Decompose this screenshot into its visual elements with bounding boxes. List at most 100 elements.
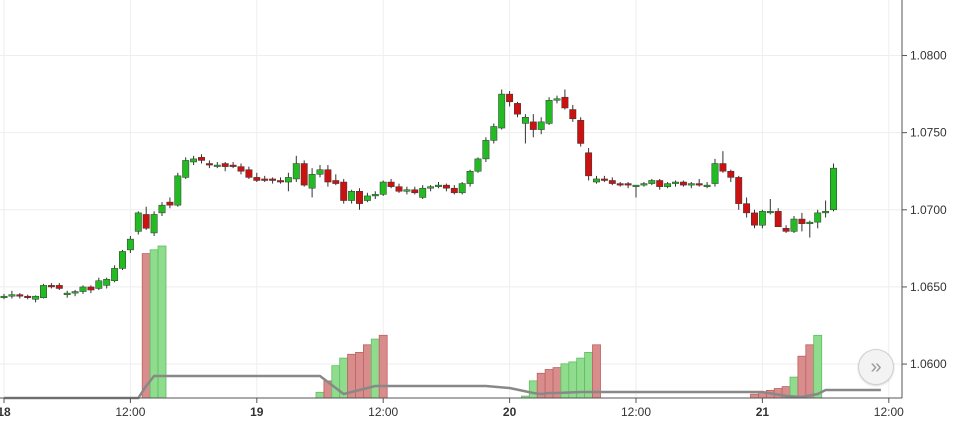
candle-body [40,285,47,298]
candle-body [482,140,490,160]
candle-body [387,181,395,187]
time-tick-label: 19 [250,405,264,419]
candle-body [47,285,55,288]
price-tick-label: 1.0650 [910,280,947,294]
candle-body [395,186,403,192]
candle-body [0,295,8,298]
candle-body [727,170,735,178]
time-tick-label: 20 [503,405,517,419]
candle-body [600,178,608,181]
candle-body [237,166,245,172]
candle-body [205,163,213,166]
candle-body [442,184,450,189]
volume-bar [378,334,388,399]
double-chevron-right-icon: » [870,356,882,378]
candle-body [277,180,284,183]
volume-line [4,374,881,400]
candle-body [664,183,672,187]
candle-body [561,96,569,109]
candle-body [640,183,648,186]
candle-body [348,191,356,201]
candle-body [63,292,71,295]
candle-body [134,212,142,232]
volume-bar [528,380,538,399]
candle-body [577,120,585,144]
candle-body [695,183,703,186]
candle-body [300,163,308,186]
candle-body [324,169,332,183]
candle-body [419,187,427,198]
price-tick-label: 1.0800 [910,49,947,63]
candle-body [427,186,435,189]
candle-body [569,109,577,120]
volume-bar [370,338,380,399]
candle-body [229,164,237,167]
candle-body [308,174,316,189]
candle-body [55,285,63,289]
candle-body [703,184,711,187]
candle-body [190,158,198,163]
candles [0,89,837,303]
candle-body [126,238,134,251]
candle-body [798,218,806,224]
candle-body [790,218,798,232]
volume-bar [805,344,815,399]
candle-body [521,116,529,124]
candle-body [150,214,158,234]
candle-body [221,163,229,167]
candle-body [814,212,822,223]
candle-body [363,195,371,201]
candle-body [719,163,727,172]
candle-body [142,214,150,229]
candle-body [292,163,300,180]
candle-body [774,211,782,228]
candle-body [284,177,292,183]
volume-bar [750,393,759,399]
candle-body [316,169,324,175]
candle-body [553,98,561,101]
candle-body [371,194,379,197]
volume-bar [331,365,341,399]
candle-body [158,204,166,214]
candle-body [529,121,537,130]
volume-bar [797,355,807,399]
candle-body [182,160,190,178]
candle-body [71,291,79,294]
candle-body [379,181,387,195]
candle-body [166,201,174,206]
volume-bar [813,334,823,399]
volume-bar [789,376,799,399]
candle-body [514,103,521,115]
candle-body [537,121,545,130]
candle-body [735,177,743,204]
candle-body [269,178,277,181]
candle-body [545,100,553,124]
candle-body [213,164,221,167]
candle-body [32,295,40,300]
candle-body [356,191,363,204]
candle-body [506,93,514,103]
scroll-to-latest-button[interactable]: » [858,349,894,385]
time-tick-label: 12:00 [368,405,398,419]
candle-body [466,170,474,184]
candle-body [766,211,774,214]
volume-bar [362,344,372,399]
candle-body [632,184,640,187]
candle-body [711,163,719,184]
candle-body [758,211,766,226]
volume-average-line [4,374,881,400]
candle-body [95,280,103,289]
price-tick-label: 1.0750 [910,126,947,140]
candle-body [687,183,695,186]
candle-body [103,278,111,286]
candle-body [490,126,498,141]
candle-body [435,184,442,187]
candle-body [24,295,32,298]
candle-body [332,180,340,184]
candle-body [585,152,593,177]
candle-body [450,187,458,194]
candle-body [16,294,24,297]
time-tick-label: 18 [0,405,11,419]
